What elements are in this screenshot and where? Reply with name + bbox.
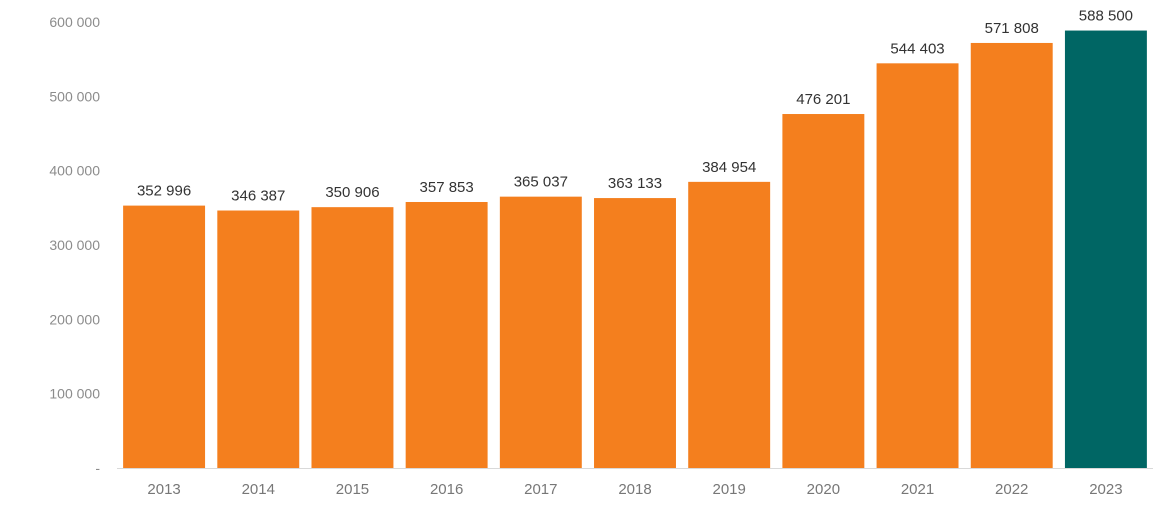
y-tick-label: 200 000 [49, 311, 100, 327]
x-tick-label: 2023 [1089, 481, 1122, 498]
y-tick-label: 300 000 [49, 237, 100, 253]
bar-2021 [876, 63, 959, 469]
y-tick-label: 600 000 [49, 14, 100, 30]
data-label-2016: 357 853 [420, 179, 474, 196]
bars [123, 30, 1147, 469]
y-tick-label: 500 000 [49, 88, 100, 104]
bar-2013 [123, 205, 206, 468]
x-tick-label: 2018 [618, 481, 651, 498]
bar-2018 [594, 198, 676, 468]
data-label-2013: 352 996 [137, 183, 191, 200]
x-tick-label: 2015 [336, 481, 369, 498]
data-label-2017: 365 037 [514, 174, 568, 191]
x-tick-label: 2014 [242, 481, 275, 498]
bar-2016 [405, 201, 488, 468]
y-tick-label: 100 000 [49, 386, 100, 402]
x-tick-label: 2016 [430, 481, 463, 498]
data-label-2021: 544 403 [890, 40, 944, 57]
x-axis: 2013 2014 2015 2016 2017 2018 2019 2020 2021 2022… [117, 468, 1153, 498]
data-label-2020: 476 201 [796, 91, 850, 108]
x-tick-label: 2021 [901, 481, 934, 498]
bar-2014 [217, 210, 300, 469]
data-label-2022: 571 808 [985, 20, 1039, 37]
bar-2023 [1064, 30, 1147, 468]
bar-2019 [688, 181, 771, 468]
x-tick-label: 2013 [147, 481, 180, 498]
x-tick-label: 2022 [995, 481, 1028, 498]
bar-2020 [782, 114, 865, 468]
bar-2022 [970, 42, 1053, 468]
bar-2015 [311, 207, 394, 469]
y-axis: - 100 000 200 000 300 000 400 000 500 000 600 … [49, 14, 100, 476]
data-label-2018: 363 133 [608, 175, 662, 192]
bar-2017 [499, 196, 582, 468]
x-tick-label: 2017 [524, 481, 557, 498]
data-label-2019: 384 954 [702, 159, 756, 176]
data-labels: 352 996 346 387 350 906 357 853 365 037 363 1… [137, 8, 1133, 205]
data-label-2015: 350 906 [325, 184, 379, 201]
x-tick-label: 2019 [712, 481, 745, 498]
data-label-2023: 588 500 [1079, 8, 1133, 25]
y-tick-label: - [95, 460, 100, 476]
x-tick-label: 2020 [807, 481, 840, 498]
data-label-2014: 346 387 [231, 188, 285, 205]
y-tick-label: 400 000 [49, 163, 100, 179]
